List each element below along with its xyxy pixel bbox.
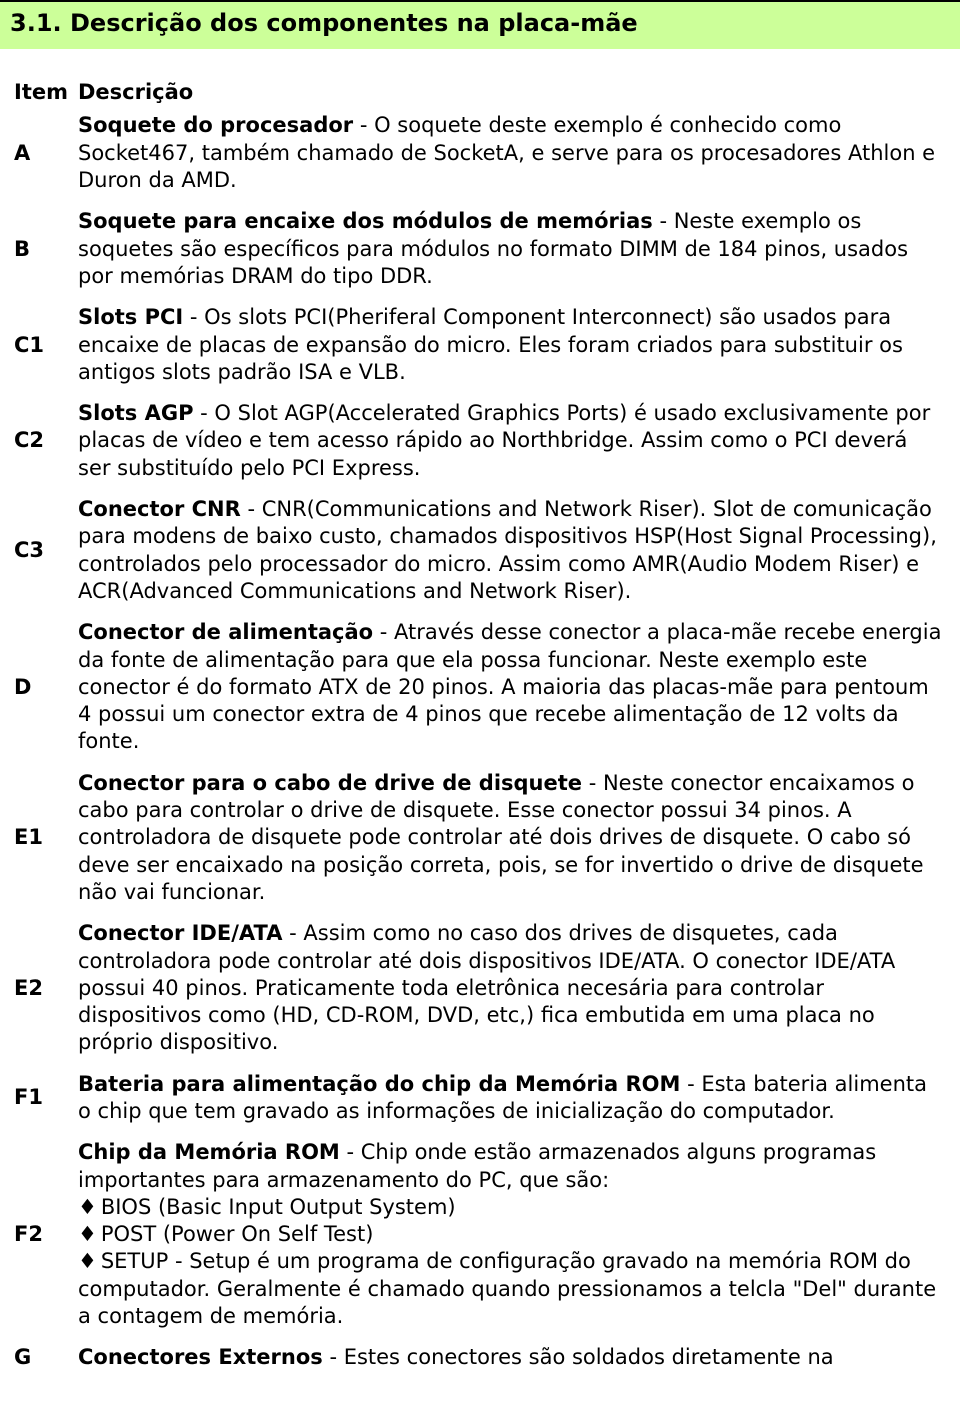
table-row: E1 Conector para o cabo de drive de disqu… (14, 770, 946, 906)
item-id: E1 (14, 824, 78, 851)
content-area: Item Descrição ASoquete do procesador - … (0, 49, 960, 1371)
description-text: - Os slots PCI(Pheriferal Component Inte… (78, 305, 903, 384)
item-description: Slots PCI - Os slots PCI(Pheriferal Comp… (78, 304, 946, 386)
item-description: Conector de alimentação - Através desse … (78, 619, 946, 755)
item-id: F2 (14, 1221, 78, 1248)
item-description: Conector IDE/ATA - Assim como no caso do… (78, 920, 946, 1056)
bullet-item: BIOS (Basic Input Output System) (78, 1194, 946, 1221)
item-id: C2 (14, 427, 78, 454)
header-description: Descrição (78, 79, 946, 106)
bullet-list: BIOS (Basic Input Output System)POST (Po… (78, 1194, 946, 1330)
item-description: Chip da Memória ROM - Chip onde estão ar… (78, 1139, 946, 1330)
description-lead: Bateria para alimentação do chip da Memó… (78, 1072, 680, 1096)
table-header-row: Item Descrição (14, 79, 946, 106)
table-row: C3Conector CNR - CNR(Communications and … (14, 496, 946, 605)
table-row: BSoquete para encaixe dos módulos de mem… (14, 208, 946, 290)
section-title: Descrição dos componentes na placa-mãe (70, 9, 638, 37)
item-description: Soquete do procesador - O soquete deste … (78, 112, 946, 194)
item-id: D (14, 674, 78, 701)
description-lead: Conector IDE/ATA (78, 921, 282, 945)
item-description: Soquete para encaixe dos módulos de memó… (78, 208, 946, 290)
bullet-item: POST (Power On Self Test) (78, 1221, 946, 1248)
item-description: Bateria para alimentação do chip da Memó… (78, 1071, 946, 1126)
description-lead: Conector de alimentação (78, 620, 373, 644)
description-lead: Soquete do procesador (78, 113, 353, 137)
item-description: Slots AGP - O Slot AGP(Accelerated Graph… (78, 400, 946, 482)
item-id: G (14, 1344, 78, 1371)
description-lead: Slots PCI (78, 305, 183, 329)
description-lead: Conectores Externos (78, 1345, 323, 1369)
table-row: F2Chip da Memória ROM - Chip onde estão … (14, 1139, 946, 1330)
item-description: Conector CNR - CNR(Communications and Ne… (78, 496, 946, 605)
item-id: C3 (14, 537, 78, 564)
table-row: E2Conector IDE/ATA - Assim como no caso … (14, 920, 946, 1056)
item-id: F1 (14, 1084, 78, 1111)
table-row: DConector de alimentação - Através desse… (14, 619, 946, 755)
item-id: A (14, 140, 78, 167)
table-row: GConectores Externos - Estes conectores … (14, 1344, 946, 1371)
section-header: 3.1. Descrição dos componentes na placa-… (0, 0, 960, 49)
table-row: C2Slots AGP - O Slot AGP(Accelerated Gra… (14, 400, 946, 482)
section-number: 3.1. (10, 9, 62, 37)
bullet-item: SETUP - Setup é um programa de configura… (78, 1248, 946, 1330)
header-item: Item (14, 79, 78, 106)
item-description: Conectores Externos - Estes conectores s… (78, 1344, 946, 1371)
description-lead: Chip da Memória ROM (78, 1140, 340, 1164)
description-lead: Soquete para encaixe dos módulos de memó… (78, 209, 653, 233)
item-id: B (14, 236, 78, 263)
item-id: E2 (14, 975, 78, 1002)
table-row: ASoquete do procesador - O soquete deste… (14, 112, 946, 194)
table-row: C1Slots PCI - Os slots PCI(Pheriferal Co… (14, 304, 946, 386)
description-text: - O Slot AGP(Accelerated Graphics Ports)… (78, 401, 930, 480)
table-row: F1Bateria para alimentação do chip da Me… (14, 1071, 946, 1126)
item-id: C1 (14, 332, 78, 359)
description-text: - Estes conectores são soldados diretame… (323, 1345, 834, 1369)
description-lead: Conector para o cabo de drive de disquet… (78, 771, 582, 795)
description-lead: Conector CNR (78, 497, 241, 521)
description-lead: Slots AGP (78, 401, 193, 425)
item-description: Conector para o cabo de drive de disquet… (78, 770, 946, 906)
